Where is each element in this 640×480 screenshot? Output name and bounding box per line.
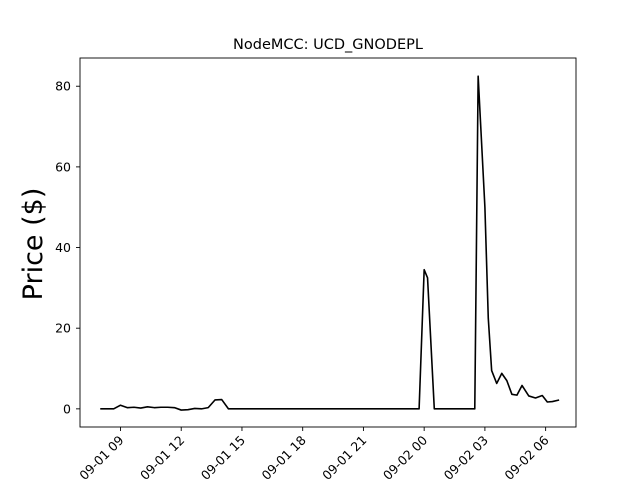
y-tick-label: 80 (55, 79, 71, 94)
y-axis-label: Price ($) (18, 188, 49, 301)
y-tick-label: 40 (55, 240, 71, 255)
y-tick-label: 60 (55, 159, 71, 174)
y-tick-label: 20 (55, 321, 71, 336)
price-series-line (100, 75, 560, 411)
chart-title: NodeMCC: UCD_GNODEPL (233, 37, 423, 53)
y-tick-label: 0 (63, 401, 71, 416)
y-axis-ticks: 0 20 40 60 80 (55, 79, 80, 416)
plot-frame (79, 57, 577, 428)
plot-lines (100, 75, 560, 411)
